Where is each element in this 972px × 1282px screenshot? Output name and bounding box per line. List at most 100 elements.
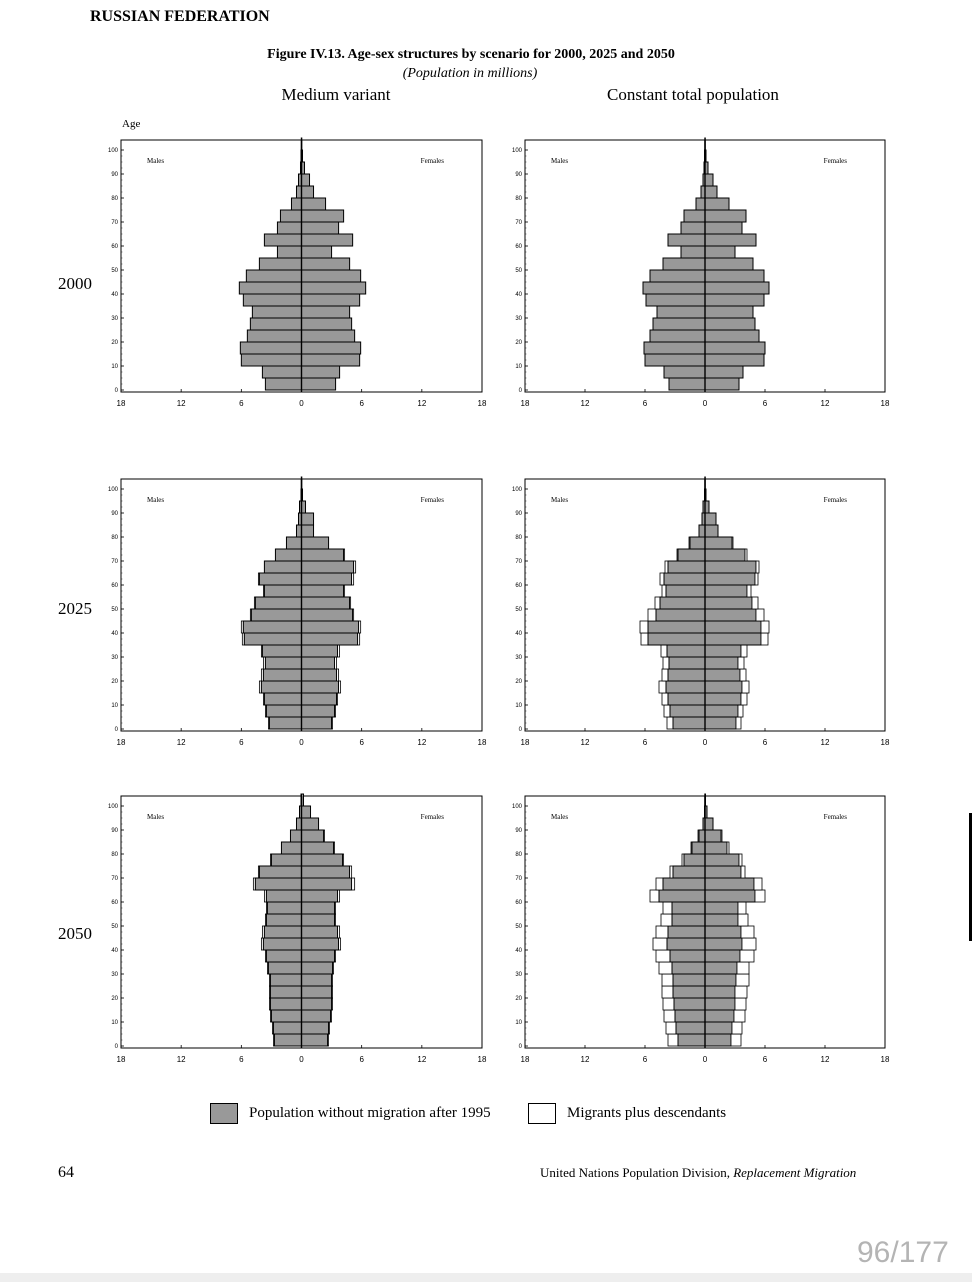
bar-females-migrants xyxy=(331,973,333,987)
bar-females xyxy=(301,233,354,247)
bar-males xyxy=(238,281,302,295)
bar-females xyxy=(704,197,730,211)
bar-females xyxy=(704,632,762,646)
bar-females-migrants xyxy=(738,853,743,867)
bar-males-migrants xyxy=(655,925,669,939)
y-tick-label: 40 xyxy=(515,948,522,954)
x-tick-label: 6 xyxy=(359,1055,364,1064)
scrollbar-thumb[interactable] xyxy=(969,813,972,941)
x-tick-label: 18 xyxy=(521,399,530,408)
bar-males xyxy=(267,961,302,975)
bar-females-migrants xyxy=(351,572,355,586)
bar-males-migrants xyxy=(662,901,673,915)
bar-males xyxy=(647,632,706,646)
y-tick-label: 10 xyxy=(515,364,522,370)
bar-females xyxy=(704,997,736,1011)
bar-males xyxy=(268,716,302,730)
footer-source: United Nations Population Division, Repl… xyxy=(540,1165,856,1181)
bar-females-migrants xyxy=(740,925,755,939)
column-header-medium-variant: Medium variant xyxy=(281,85,391,104)
bar-males xyxy=(258,572,302,586)
bar-females-migrants xyxy=(342,853,345,867)
y-tick-label: 40 xyxy=(111,292,118,298)
bar-males-migrants xyxy=(662,997,675,1011)
bar-females xyxy=(704,536,733,550)
bar-females xyxy=(301,221,340,235)
bar-females-migrants xyxy=(760,632,769,646)
x-tick-label: 18 xyxy=(521,738,530,747)
bar-females xyxy=(301,913,336,927)
bar-males-migrants xyxy=(659,572,665,586)
bar-males xyxy=(270,1009,302,1023)
bar-males xyxy=(269,973,302,987)
bar-females xyxy=(301,245,333,259)
bar-males xyxy=(258,865,302,879)
bar-females xyxy=(301,704,336,718)
x-tick-label: 0 xyxy=(299,1055,304,1064)
bar-females xyxy=(704,329,760,343)
bar-females-migrants xyxy=(334,949,336,963)
x-tick-label: 6 xyxy=(359,738,364,747)
bar-females xyxy=(301,692,338,706)
bar-females xyxy=(301,841,335,855)
bar-females-migrants xyxy=(720,829,723,843)
bar-males xyxy=(698,524,706,538)
bar-males xyxy=(658,889,706,903)
bar-females-migrants xyxy=(338,937,342,951)
y-tick-label: 60 xyxy=(111,583,118,589)
bar-females xyxy=(301,925,339,939)
bar-males xyxy=(675,1021,706,1035)
legend-base-swatch xyxy=(210,1103,238,1124)
bar-males xyxy=(663,572,706,586)
x-tick-label: 0 xyxy=(703,1055,708,1064)
bar-males xyxy=(290,197,303,211)
bar-females xyxy=(704,281,770,295)
bar-females-migrants xyxy=(323,829,325,843)
bar-males xyxy=(263,692,302,706)
bar-males xyxy=(265,949,302,963)
y-tick-label: 40 xyxy=(111,631,118,637)
bar-males xyxy=(258,257,302,271)
y-tick-label: 20 xyxy=(111,679,118,685)
bar-females-migrants xyxy=(735,973,750,987)
bar-females xyxy=(704,512,717,526)
bar-females xyxy=(301,596,351,610)
bar-females xyxy=(704,985,736,999)
x-tick-label: 18 xyxy=(881,399,890,408)
bar-males-migrants xyxy=(661,973,674,987)
x-tick-label: 12 xyxy=(821,1055,830,1064)
bar-males-migrants xyxy=(667,1033,679,1047)
x-tick-label: 18 xyxy=(117,738,126,747)
bar-males-migrants xyxy=(660,913,673,927)
bar-males xyxy=(246,329,303,343)
bar-females xyxy=(704,245,736,259)
bar-males xyxy=(270,853,302,867)
bar-females-migrants xyxy=(755,560,760,574)
bar-females xyxy=(704,925,742,939)
y-tick-label: 0 xyxy=(115,388,119,394)
y-tick-label: 10 xyxy=(111,703,118,709)
y-tick-label: 50 xyxy=(515,607,522,613)
bar-males xyxy=(274,548,302,562)
bar-males xyxy=(240,353,302,367)
males-label: Males xyxy=(551,157,568,165)
bar-males xyxy=(264,656,302,670)
females-label: Females xyxy=(824,157,848,165)
bar-males-migrants xyxy=(660,644,668,658)
bar-females xyxy=(301,1009,332,1023)
x-tick-label: 6 xyxy=(763,738,768,747)
bar-males xyxy=(265,704,302,718)
legend-base: Population without migration after 1995 xyxy=(210,1103,491,1124)
x-tick-label: 12 xyxy=(581,1055,590,1064)
bar-males-migrants xyxy=(661,985,674,999)
males-label: Males xyxy=(147,157,164,165)
bar-females xyxy=(301,817,320,831)
y-tick-label: 40 xyxy=(515,631,522,637)
y-tick-label: 20 xyxy=(515,679,522,685)
y-tick-label: 40 xyxy=(515,292,522,298)
y-tick-label: 30 xyxy=(515,316,522,322)
bar-females-migrants xyxy=(739,949,755,963)
